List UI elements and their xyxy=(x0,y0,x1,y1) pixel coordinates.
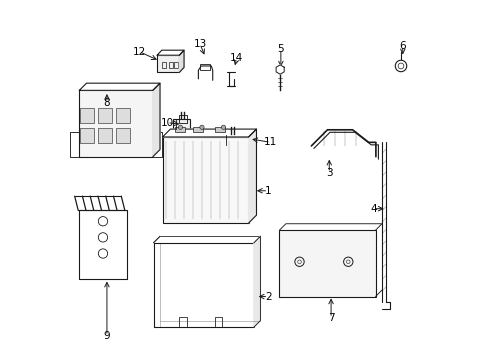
Bar xyxy=(173,119,191,129)
Text: 2: 2 xyxy=(265,292,271,302)
Bar xyxy=(229,131,237,138)
Circle shape xyxy=(178,125,183,130)
Text: 1: 1 xyxy=(265,186,271,196)
Polygon shape xyxy=(79,83,160,90)
Circle shape xyxy=(200,125,204,130)
Text: 7: 7 xyxy=(328,313,334,323)
Bar xyxy=(116,128,129,143)
Circle shape xyxy=(395,60,407,72)
Text: 6: 6 xyxy=(399,41,406,50)
Bar xyxy=(223,135,242,145)
Text: 4: 4 xyxy=(370,204,377,214)
Polygon shape xyxy=(248,129,256,223)
Text: 11: 11 xyxy=(264,138,277,147)
Bar xyxy=(157,55,179,72)
Text: 8: 8 xyxy=(103,98,110,108)
Text: 14: 14 xyxy=(230,53,244,63)
Text: 3: 3 xyxy=(326,168,333,178)
Bar xyxy=(98,128,112,143)
Bar xyxy=(80,108,94,123)
Bar xyxy=(162,62,166,68)
Text: 12: 12 xyxy=(133,46,146,57)
Bar xyxy=(279,230,375,297)
Text: 10: 10 xyxy=(161,118,174,128)
Polygon shape xyxy=(157,50,184,55)
Bar xyxy=(174,62,178,68)
Bar xyxy=(169,62,173,68)
Circle shape xyxy=(221,125,225,130)
Polygon shape xyxy=(163,129,256,137)
Text: 9: 9 xyxy=(103,331,110,341)
Polygon shape xyxy=(153,83,160,157)
Bar xyxy=(175,127,185,132)
Bar xyxy=(179,115,187,123)
Text: 13: 13 xyxy=(194,40,207,49)
Bar xyxy=(98,108,112,123)
Polygon shape xyxy=(276,65,284,74)
Text: 5: 5 xyxy=(277,44,284,54)
Bar xyxy=(116,108,129,123)
Bar xyxy=(80,128,94,143)
Polygon shape xyxy=(254,236,260,327)
Bar xyxy=(215,127,224,132)
Bar xyxy=(193,127,203,132)
Polygon shape xyxy=(179,50,184,72)
Bar xyxy=(200,64,210,69)
Bar xyxy=(79,90,153,157)
Bar xyxy=(163,137,248,223)
